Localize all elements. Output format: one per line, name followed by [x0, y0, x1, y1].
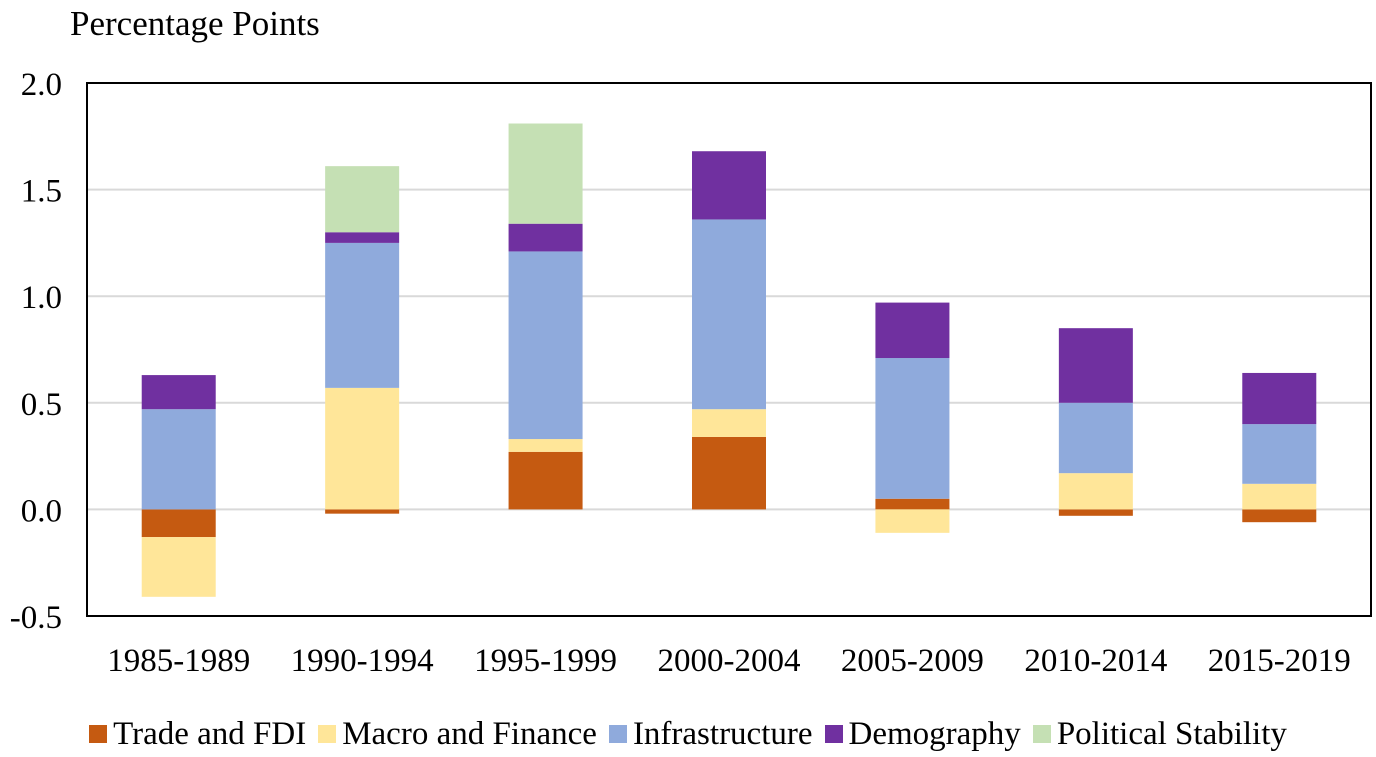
bar-segment	[141, 537, 216, 597]
bar-segment	[1058, 473, 1133, 510]
y-tick-label: 2.0	[21, 67, 62, 103]
bar-segment	[325, 509, 400, 514]
legend-label: Political Stability	[1056, 716, 1287, 752]
legend-swatch	[89, 725, 108, 743]
x-tick-label: 1990-1994	[291, 643, 434, 679]
bar-segment	[325, 242, 400, 388]
bar-segment	[141, 409, 216, 510]
y-tick-label: 1.0	[21, 280, 62, 316]
legend: Trade and FDI Macro and Finance Infrastruc…	[0, 714, 1376, 754]
stacked-bar-chart: 2.0 1.5 1.0 0.5 0.0 -0.5 1985-1989 1990-1994 199…	[10, 67, 1372, 679]
x-tick-label: 2005-2009	[841, 643, 984, 679]
bar-segment	[508, 251, 583, 440]
y-tick-label: 0.5	[21, 387, 62, 423]
bar-segment	[1058, 328, 1133, 403]
x-tick-label: 2015-2019	[1208, 643, 1351, 679]
legend-swatch	[1032, 725, 1051, 743]
bar-segment	[1242, 509, 1317, 523]
legend-swatch	[608, 725, 627, 743]
legend-label: Macro and Finance	[342, 716, 597, 752]
bar-segment	[875, 498, 950, 510]
legend-swatch	[318, 725, 337, 743]
y-tick-label: 0.0	[21, 493, 62, 529]
y-axis-unit-label: Percentage Points	[70, 4, 320, 43]
bar-segment	[325, 166, 400, 233]
bar-segment	[1058, 509, 1133, 516]
bar-segment	[141, 509, 216, 538]
bar-segment	[692, 409, 766, 437]
bar-segment	[325, 232, 400, 243]
bar-segment	[875, 358, 950, 499]
bar-segment	[1242, 424, 1317, 484]
bar-segment	[508, 439, 583, 452]
legend-item: Infrastructure	[608, 714, 813, 754]
legend-item: Trade and FDI	[89, 714, 306, 754]
bar-segment	[141, 375, 216, 410]
bar-segment	[692, 219, 766, 410]
bar-segment	[875, 302, 950, 359]
x-tick-label: 2010-2014	[1024, 643, 1167, 679]
y-tick-label: 1.5	[21, 174, 62, 210]
bar-segment	[508, 123, 583, 224]
x-tick-label: 2000-2004	[658, 643, 801, 679]
legend-item: Political Stability	[1032, 714, 1287, 754]
bar-segment	[692, 151, 766, 220]
x-tick-label: 1985-1989	[107, 643, 250, 679]
y-tick-label: -0.5	[10, 600, 62, 636]
legend-label: Demography	[848, 716, 1021, 752]
legend-item: Demography	[824, 714, 1021, 754]
legend-swatch	[824, 725, 843, 743]
legend-label: Trade and FDI	[113, 716, 307, 752]
x-tick-label: 1995-1999	[474, 643, 617, 679]
bar-segment	[508, 223, 583, 252]
plot-area-border	[86, 82, 1372, 617]
legend-item: Macro and Finance	[318, 714, 597, 754]
bar-segment	[875, 509, 950, 533]
bar-segment	[508, 451, 583, 510]
bar-segment	[325, 387, 400, 510]
bar-segment	[1242, 372, 1317, 425]
bar-segment	[692, 436, 766, 510]
bar-segment	[1058, 402, 1133, 474]
bar-segment	[1242, 483, 1317, 510]
legend-label: Infrastructure	[632, 716, 813, 752]
